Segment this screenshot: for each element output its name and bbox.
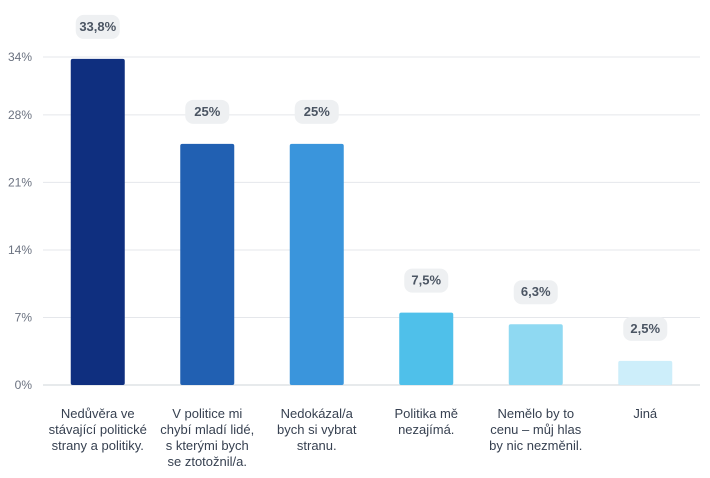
bar: [618, 360, 673, 385]
y-tick-label: 28%: [8, 108, 32, 122]
data-label-bubble: [623, 316, 668, 341]
y-tick-label: 34%: [8, 50, 32, 64]
category-label: Jiná: [633, 406, 658, 421]
bar: [289, 143, 344, 385]
data-label: 7,5%: [411, 273, 441, 288]
category-label: Politika mě nezajímá.: [394, 406, 459, 437]
data-label: 2,5%: [630, 321, 660, 336]
bar: [70, 58, 125, 385]
category-label: Nemělo by to cenu – můj hlas by nic nezm…: [489, 406, 583, 453]
y-tick-label: 21%: [8, 175, 32, 189]
y-tick-label: 0%: [15, 378, 33, 392]
bar: [399, 312, 454, 385]
category-label: V politice mi chybí mladí lidé, s kterým…: [160, 406, 255, 469]
data-label-bubble: [185, 99, 230, 124]
y-tick-label: 7%: [15, 310, 33, 324]
data-label: 33,8%: [79, 19, 116, 34]
data-label-bubble: [513, 280, 558, 305]
bar: [508, 324, 563, 385]
data-label-bubble: [294, 99, 339, 124]
data-label-bubble: [404, 268, 449, 293]
y-tick-label: 14%: [8, 243, 32, 257]
category-label: Nedůvěra ve stávající politické strany a…: [48, 406, 147, 453]
data-label: 6,3%: [521, 284, 551, 299]
bar: [180, 143, 235, 385]
data-label-bubble: [75, 14, 120, 39]
data-label: 25%: [194, 104, 220, 119]
category-label: Nedokázal/a bych si vybrat stranu.: [277, 406, 357, 453]
data-label: 25%: [304, 104, 330, 119]
